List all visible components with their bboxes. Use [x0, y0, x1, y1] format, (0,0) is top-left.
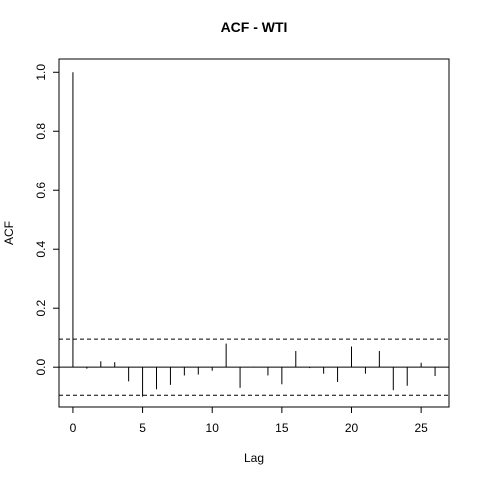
- y-tick-label-1: 0.2: [34, 300, 48, 317]
- y-tick-label-3: 0.6: [34, 182, 48, 199]
- y-tick-label-4: 0.8: [34, 123, 48, 140]
- x-axis-label: Lag: [244, 451, 264, 465]
- plot-frame: [58, 58, 450, 408]
- x-tick-label-10: 10: [206, 421, 220, 435]
- x-tick-label-20: 20: [345, 421, 359, 435]
- y-axis: 0.0 0.2 0.4 0.6 0.8 1.0: [34, 64, 60, 376]
- x-tick-label-0: 0: [70, 421, 77, 435]
- y-tick-label-5: 1.0: [34, 64, 48, 81]
- y-axis-label: ACF: [2, 221, 16, 245]
- acf-bars-group: [72, 72, 436, 397]
- x-tick-label-5: 5: [139, 421, 146, 435]
- x-tick-label-15: 15: [275, 421, 289, 435]
- confidence-bounds-group: [59, 338, 449, 396]
- x-tick-label-25: 25: [414, 421, 428, 435]
- y-tick-label-2: 0.4: [34, 241, 48, 258]
- y-tick-label-0: 0.0: [34, 359, 48, 376]
- chart-title: ACF - WTI: [221, 19, 288, 35]
- x-axis: 0 5 10 15 20 25: [70, 406, 428, 435]
